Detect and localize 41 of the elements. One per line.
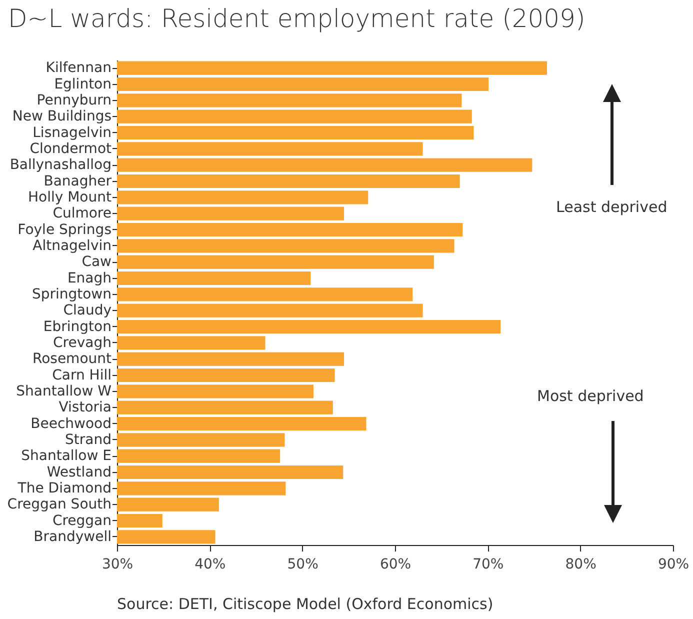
y-tick-label: Enagh [67,270,112,286]
y-tick-label: The Diamond [16,480,112,496]
source-note: Source: DETI, Citiscope Model (Oxford Economics) [117,595,494,613]
y-tick-label: New Buildings [12,108,112,125]
y-tick-label: Eglinton [54,76,112,92]
x-tick-label: 30% [102,556,134,572]
annotation: Most deprived [537,387,644,405]
y-tick-label: Foyle Springs [18,222,112,238]
x-tick-label: 90% [658,556,690,572]
y-tick-label: Shantallow W [16,383,112,400]
y-tick-label: Ballynashallog [10,157,112,174]
y-tick-label: Kilfennan [46,60,112,76]
y-tick-label: Culmore [52,206,112,222]
y-tick-label: Altnagelvin [32,238,112,254]
y-tick-label: Clondermot [30,140,112,157]
x-tick-label: 40% [194,556,226,572]
y-tick-label: Brandywell [34,528,112,545]
y-tick-label: Caw [82,254,112,270]
y-tick-label: Strand [65,432,112,448]
y-tick-label: Holly Mount [28,189,112,206]
x-tick-label: 70% [472,556,504,572]
y-tick-label: Westland [46,464,112,480]
y-tick-label: Beechwood [30,416,112,432]
y-tick-label: Creggan [52,512,112,529]
x-tick-label: 80% [565,556,596,572]
y-tick-label: Banagher [44,173,112,190]
y-tick-label: Rosemount [32,351,112,368]
annotation: Least deprived [556,198,668,216]
y-tick-label: Shantallow E [21,448,112,464]
y-tick-label: Crevagh [53,334,112,351]
y-tick-label: Claudy [63,302,112,319]
y-tick-label: Ebrington [43,318,112,335]
x-tick-label: 50% [287,556,318,572]
y-tick-label: Creggan South [7,496,112,513]
x-tick-label: 60% [380,556,412,572]
y-tick-label: Springtown [32,286,112,302]
y-tick-label: Lisnagelvin [32,124,112,141]
y-tick-label: Vistoria [58,400,112,416]
y-tick-label: Pennyburn [36,92,112,108]
y-tick-label: Carn Hill [52,367,112,384]
chart-title: D~L wards: Resident employment rate (2009) [8,4,586,33]
